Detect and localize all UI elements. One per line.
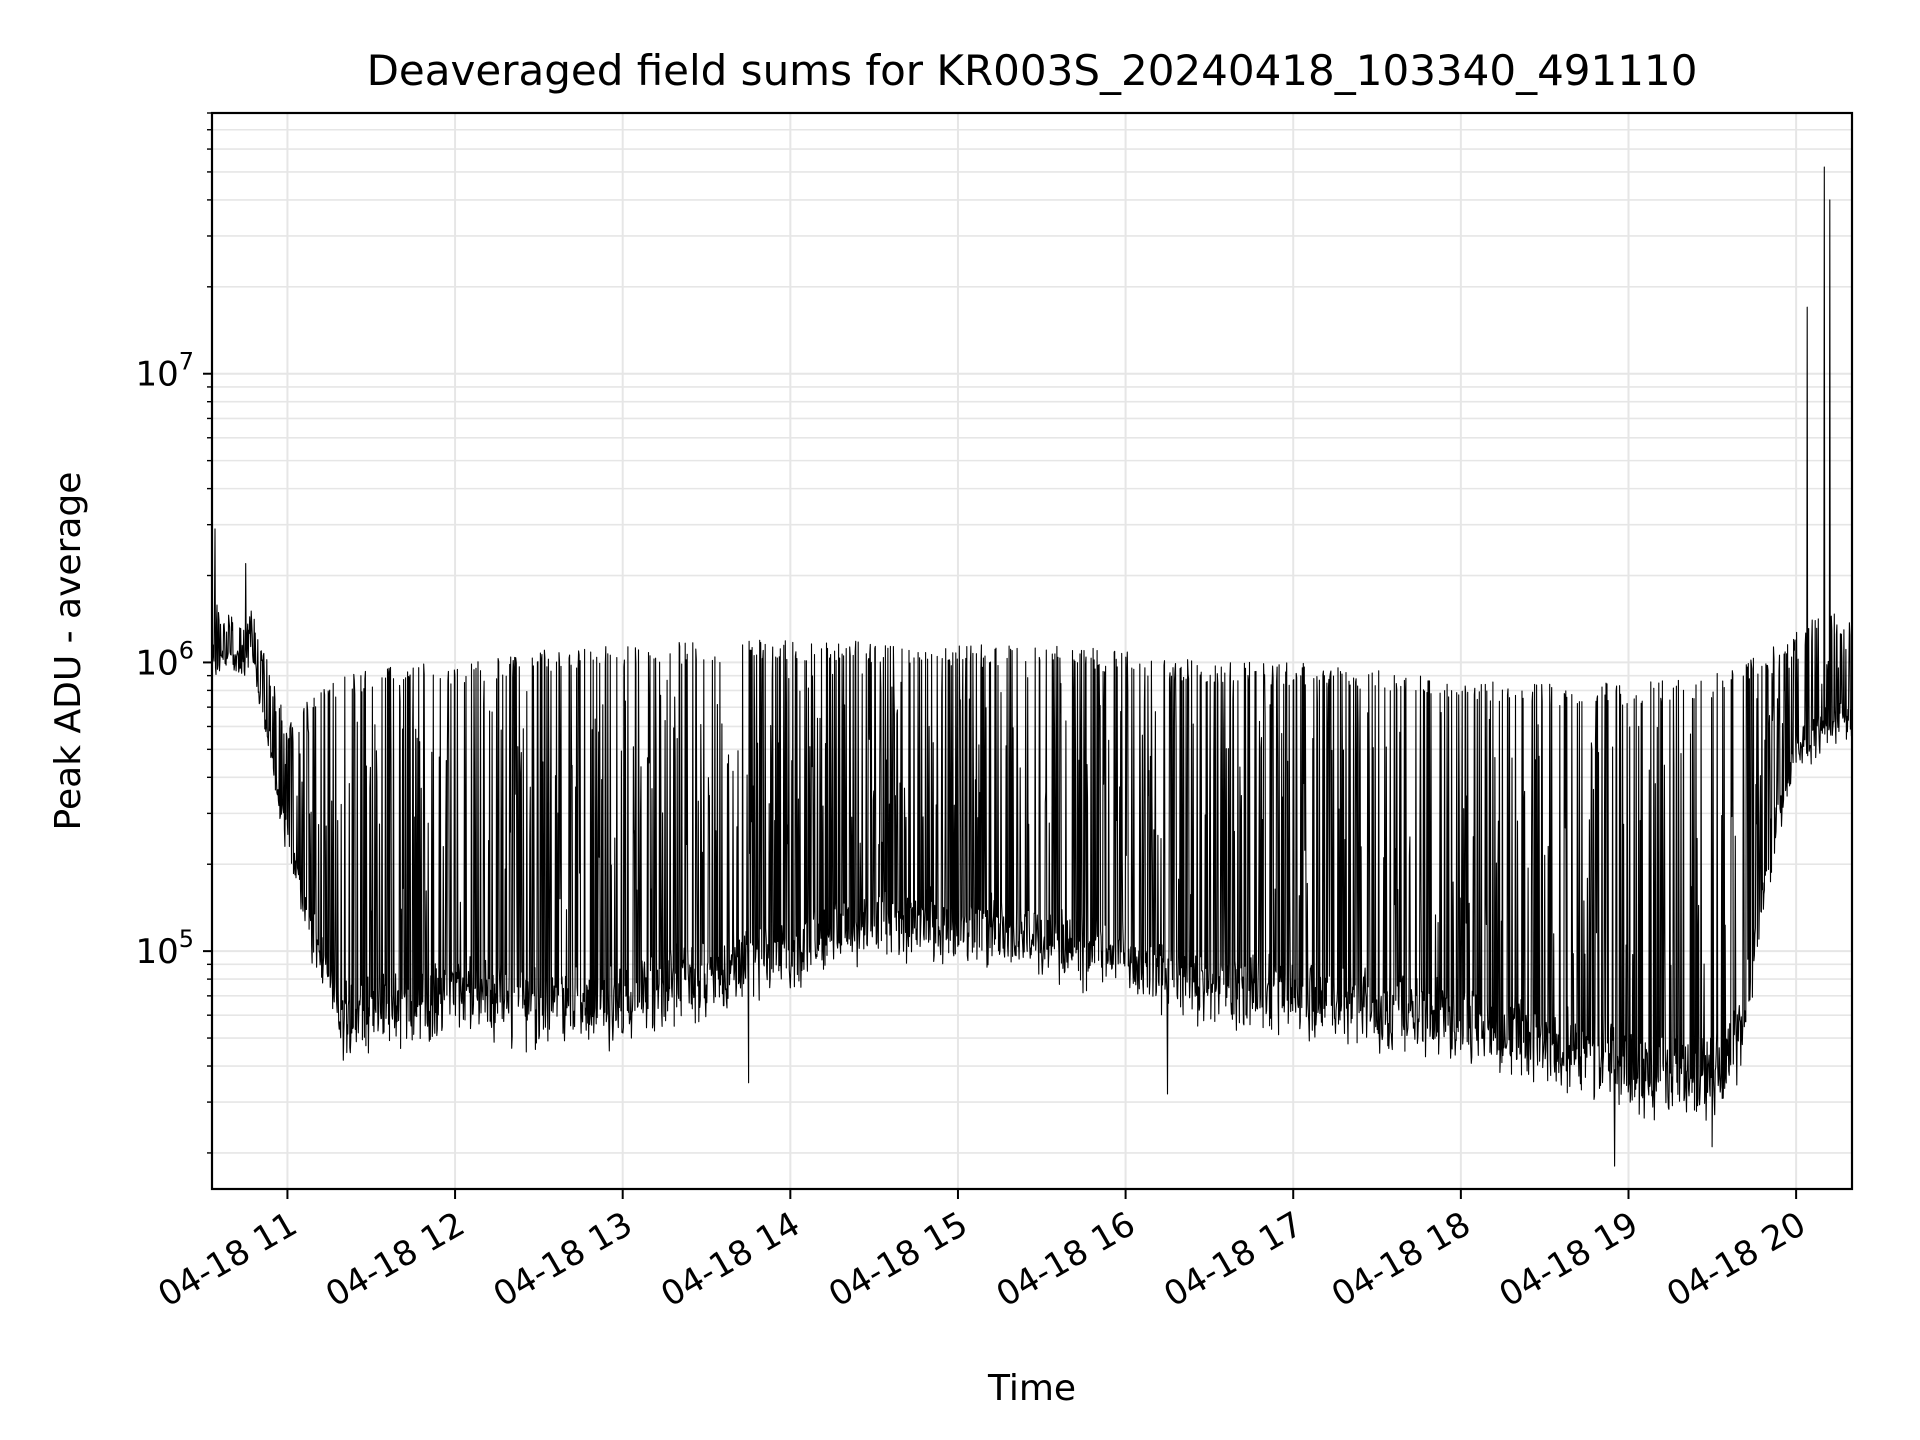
y-tick-label: 106 (135, 636, 194, 683)
series-line (211, 166, 1853, 1167)
chart-title: Deaveraged field sums for KR003S_2024041… (367, 46, 1698, 95)
x-axis-label: Time (987, 1368, 1076, 1409)
y-tick-label: 107 (135, 348, 194, 395)
plot-frame (210, 111, 1854, 1191)
plot-data (211, 166, 1853, 1167)
y-tick-label: 105 (135, 925, 194, 972)
y-axis-label: Peak ADU - average (48, 472, 89, 831)
